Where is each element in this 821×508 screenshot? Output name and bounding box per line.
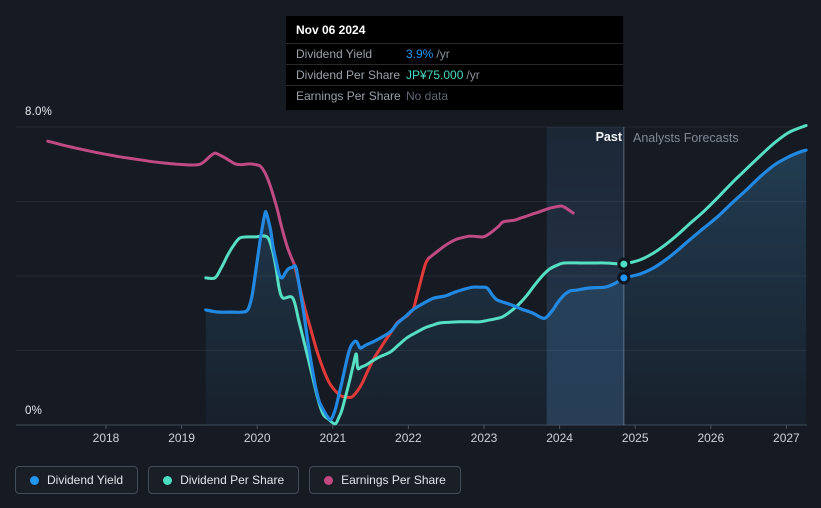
series-line-eps-loss xyxy=(292,256,431,400)
chart-legend: Dividend Yield Dividend Per Share Earnin… xyxy=(15,466,461,494)
dividend-yield-dot-icon xyxy=(30,475,39,485)
x-tick-label-2019: 2019 xyxy=(168,431,195,445)
x-tick-label-2020: 2020 xyxy=(243,431,271,445)
series-line-yield-forecast xyxy=(622,148,808,280)
series-line-eps-recent xyxy=(427,204,575,260)
tooltip-rows: Dividend Yield 3.9%/yr Dividend Per Share J… xyxy=(286,43,623,106)
series-line-eps-past xyxy=(46,139,296,266)
series-line-dps-forecast xyxy=(622,124,808,266)
tooltip-row: Dividend Per Share JP¥75.000/yr xyxy=(286,64,623,85)
past-label: Past xyxy=(595,130,622,144)
tooltip-row-value: No data xyxy=(406,89,449,103)
earnings-per-share-dot-icon xyxy=(324,475,334,485)
tooltip-row: Earnings Per Share No data xyxy=(286,85,623,106)
legend-item-dividend-per-share[interactable]: Dividend Per Share xyxy=(148,466,300,494)
x-tick-label-2023: 2023 xyxy=(470,431,498,445)
x-tick-label-2027: 2027 xyxy=(773,431,800,445)
x-tick-label-2024: 2024 xyxy=(546,431,573,445)
legend-item-earnings-per-share[interactable]: Earnings Per Share xyxy=(309,466,461,494)
x-tick-label-2021: 2021 xyxy=(319,431,347,445)
tooltip-row-label: Dividend Yield xyxy=(296,47,373,61)
tooltip-date: Nov 06 2024 xyxy=(296,23,366,37)
tooltip-row-unit: /yr xyxy=(466,68,480,82)
y-axis-min-label: 0% xyxy=(25,405,43,417)
legend-label-dividend-yield: Dividend Yield xyxy=(47,473,124,487)
dividend-yield-area-fill xyxy=(205,150,807,425)
x-tick-label-2022: 2022 xyxy=(395,431,422,445)
x-tick-label-2025: 2025 xyxy=(621,431,649,445)
series-line-yield-past xyxy=(204,210,626,422)
tooltip-row-label: Dividend Per Share xyxy=(296,68,401,82)
chart-canvas[interactable] xyxy=(0,0,821,460)
y-axis-max-label: 8.0% xyxy=(25,106,53,118)
tooltip-row-label: Earnings Per Share xyxy=(296,89,401,103)
tooltip-row: Dividend Yield 3.9%/yr xyxy=(286,43,623,64)
x-tick-label-2026: 2026 xyxy=(697,431,725,445)
tooltip-row-value: 3.9% xyxy=(406,47,434,61)
hover-marker-dividend-per-share xyxy=(617,257,631,271)
tooltip-row-value: JP¥75.000 xyxy=(406,68,464,82)
legend-item-dividend-yield[interactable]: Dividend Yield xyxy=(15,466,139,494)
legend-label-earnings-per-share: Earnings Per Share xyxy=(341,473,446,487)
x-tick-label-2018: 2018 xyxy=(92,431,120,445)
legend-label-dividend-per-share: Dividend Per Share xyxy=(180,473,285,487)
hover-tooltip: Nov 06 2024 Dividend Yield 3.9%/yr Dividen… xyxy=(285,15,624,111)
dividend-per-share-dot-icon xyxy=(163,475,173,485)
hover-marker-dividend-yield xyxy=(617,271,631,285)
analysts-forecasts-label: Analysts Forecasts xyxy=(633,131,739,145)
tooltip-row-unit: /yr xyxy=(436,47,450,61)
